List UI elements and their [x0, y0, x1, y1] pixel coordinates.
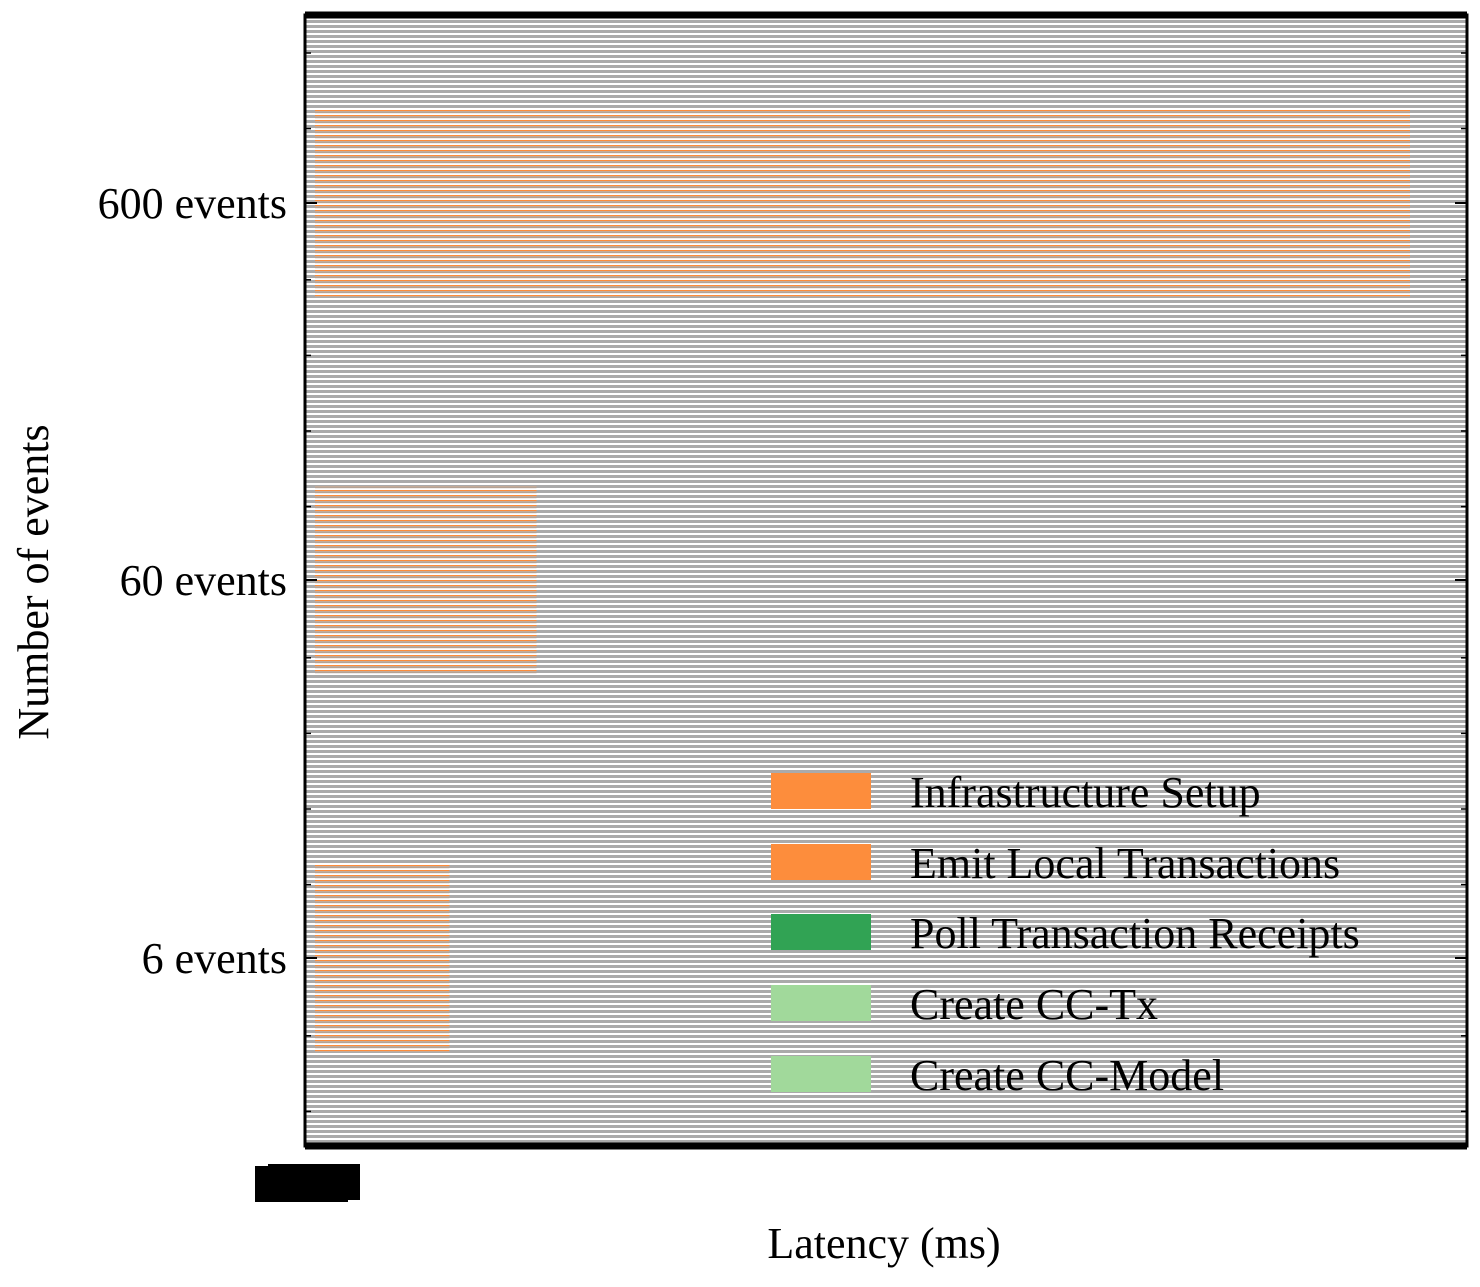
x-tick-label-overlap	[318, 1164, 360, 1200]
bar-60-events-series-0	[315, 486, 537, 674]
legend: Infrastructure Setup Emit Local Transacti…	[771, 768, 1360, 1100]
legend-label: Emit Local Transactions	[910, 839, 1340, 888]
y-tick-label: 600 events	[98, 179, 287, 228]
bars	[315, 109, 1410, 1052]
y-axis-label: Number of events	[9, 424, 58, 739]
x-axis-ticks	[255, 1164, 360, 1202]
y-axis-ticks: 6 events 60 events 600 events	[98, 52, 1467, 1113]
legend-swatch	[771, 844, 871, 880]
x-axis-label: Latency (ms)	[767, 1219, 1000, 1268]
legend-swatch	[771, 914, 871, 950]
legend-swatch	[771, 1056, 871, 1092]
legend-label: Create CC-Model	[910, 1051, 1224, 1100]
bar-6-events-series-0	[315, 864, 450, 1052]
y-tick-label: 6 events	[142, 934, 287, 983]
y-tick-label: 60 events	[120, 556, 287, 605]
legend-swatch	[771, 773, 871, 809]
legend-label: Create CC-Tx	[910, 980, 1158, 1029]
legend-label: Infrastructure Setup	[910, 768, 1261, 817]
bar-600-events-series-0	[315, 109, 1410, 297]
legend-swatch	[771, 985, 871, 1021]
legend-label: Poll Transaction Receipts	[910, 909, 1360, 958]
